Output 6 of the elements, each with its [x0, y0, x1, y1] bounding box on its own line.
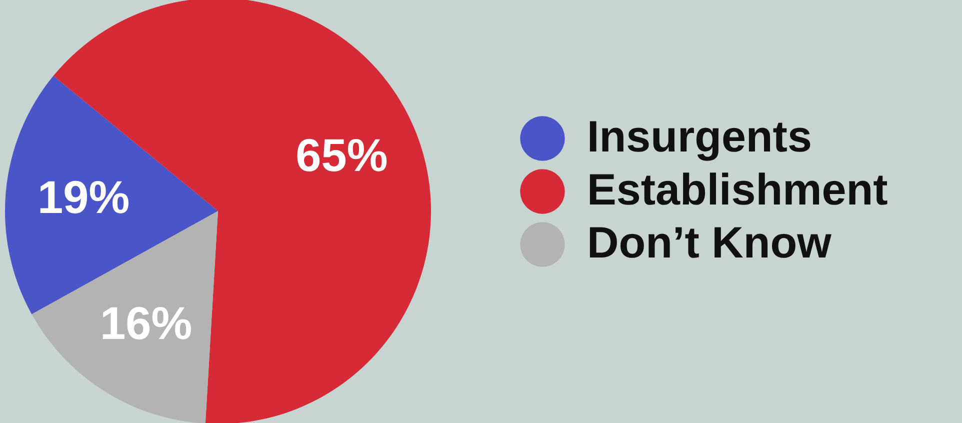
data-label: 16%: [100, 297, 192, 350]
data-label: 19%: [38, 170, 130, 223]
legend-label: Establishment: [587, 166, 888, 214]
data-label: 65%: [296, 128, 388, 181]
legend-label: Don’t Know: [587, 218, 832, 268]
legend-label: Insurgents: [587, 112, 812, 162]
